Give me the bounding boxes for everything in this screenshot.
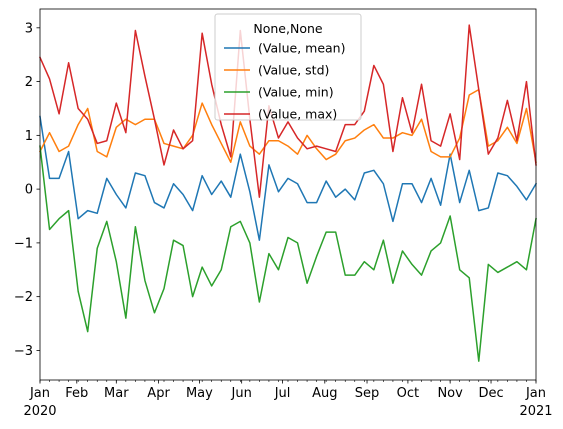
- y-tick-label: 3: [25, 21, 33, 36]
- x-tick-label: Jan: [525, 386, 546, 401]
- x-tick-year-label: 2021: [519, 404, 552, 419]
- y-tick-label: −1: [14, 236, 33, 251]
- series-line-3: [39, 24, 537, 198]
- x-tick-year-label: 2020: [23, 404, 56, 419]
- y-tick-label: 1: [25, 129, 33, 144]
- x-axis: Jan 2020 Feb Mar Apr May Jun Jul Aug Sep Oct Nov Dec…: [23, 380, 553, 419]
- series-lines: [38, 24, 538, 362]
- legend-items: (Value, mean) (Value, std) (Value, min) (Va…: [224, 41, 345, 122]
- y-tick-label: 0: [25, 183, 33, 198]
- x-tick-label: Oct: [397, 386, 419, 401]
- x-tick-label: Jun: [231, 386, 252, 401]
- y-tick-label: −3: [14, 344, 33, 359]
- x-tick-label: Nov: [437, 386, 463, 401]
- series-line-2: [39, 145, 537, 362]
- x-tick-label: Feb: [65, 386, 88, 401]
- x-tick-label: Jan: [29, 386, 50, 401]
- x-tick-label: Aug: [312, 386, 337, 401]
- legend-label: (Value, min): [258, 85, 334, 100]
- legend: None,None (Value, mean)(Value, std)(Valu…: [214, 13, 362, 122]
- x-tick-label: May: [186, 386, 213, 401]
- legend-label: (Value, std): [258, 63, 329, 78]
- legend-box: [214, 13, 362, 121]
- x-tick-label: Apr: [147, 386, 170, 401]
- legend-title: None,None: [253, 21, 323, 36]
- x-tick-label: Dec: [478, 386, 503, 401]
- y-tick-label: 2: [25, 75, 33, 90]
- x-tick-label: Jul: [274, 386, 291, 401]
- y-axis: −3 −2 −1 0 1 2 3: [14, 21, 40, 359]
- legend-label: (Value, max): [258, 107, 337, 122]
- y-tick-label: −2: [14, 290, 33, 305]
- legend-label: (Value, mean): [258, 41, 345, 56]
- series-line-0: [39, 115, 538, 241]
- x-tick-label: Mar: [104, 386, 129, 401]
- x-tick-label: Sep: [355, 386, 380, 401]
